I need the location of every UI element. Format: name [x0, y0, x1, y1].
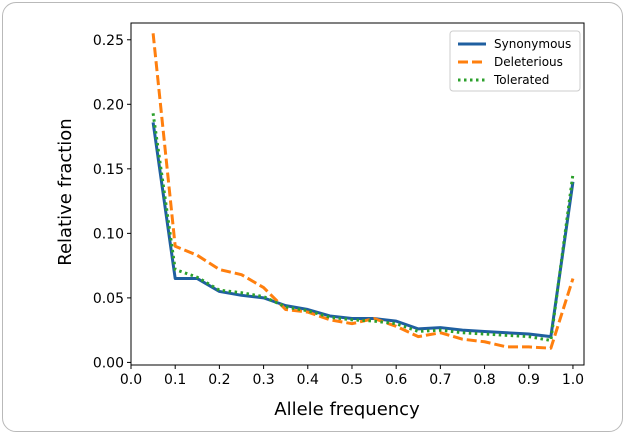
x-tick-label: 0.7: [429, 372, 451, 388]
plot-area: 0.0 0.1 0.2 0.3 0.4 0.5 0.6 0.7 0.8 0.9 1.0 0.00 0.0…: [93, 22, 585, 388]
y-tick-label: 0.00: [93, 355, 124, 371]
data-point-tolerated: [196, 276, 199, 279]
data-point-tolerated: [417, 330, 420, 333]
y-tick-label: 0.15: [93, 162, 124, 178]
x-tick-label: 0.3: [252, 372, 274, 388]
x-tick-label: 0.9: [518, 372, 540, 388]
data-point-deleterious: [417, 335, 420, 338]
data-point-tolerated: [395, 322, 398, 325]
data-point-tolerated: [152, 112, 155, 115]
data-point-synonymous: [483, 330, 486, 333]
legend-label-deleterious: Deleterious: [494, 55, 563, 69]
line-chart: 0.0 0.1 0.2 0.3 0.4 0.5 0.6 0.7 0.8 0.9 1.0 0.00 0.0…: [55, 22, 585, 420]
data-point-deleterious: [373, 317, 376, 320]
data-point-tolerated: [262, 295, 265, 298]
data-point-tolerated: [240, 291, 243, 294]
data-point-tolerated: [461, 331, 464, 334]
data-point-tolerated: [373, 320, 376, 323]
data-point-tolerated: [174, 268, 177, 271]
data-point-deleterious: [328, 318, 331, 321]
data-point-deleterious: [174, 245, 177, 248]
data-point-synonymous: [174, 277, 177, 280]
data-point-tolerated: [571, 172, 574, 175]
data-point-deleterious: [152, 32, 155, 35]
x-axis-title: Allele frequency: [274, 399, 420, 420]
data-point-tolerated: [218, 289, 221, 292]
data-point-deleterious: [505, 345, 508, 348]
data-point-deleterious: [461, 338, 464, 341]
data-point-synonymous: [439, 326, 442, 329]
data-point-deleterious: [483, 340, 486, 343]
legend-box: [449, 30, 581, 92]
x-tick-label: 1.0: [562, 372, 584, 388]
data-point-deleterious: [527, 345, 530, 348]
y-tick-label: 0.05: [93, 291, 124, 307]
data-point-synonymous: [395, 320, 398, 323]
x-tick-label: 0.1: [164, 372, 186, 388]
data-point-deleterious: [240, 273, 243, 276]
data-point-tolerated: [350, 318, 353, 321]
data-point-deleterious: [218, 268, 221, 271]
y-tick-label: 0.20: [93, 97, 124, 113]
data-point-tolerated: [483, 333, 486, 336]
data-point-synonymous: [527, 333, 530, 336]
data-point-synonymous: [461, 329, 464, 332]
legend-label-synonymous: Synonymous: [494, 37, 571, 51]
series-line-tolerated: [151, 113, 575, 342]
data-point-tolerated: [549, 339, 552, 342]
x-tick-label: 0.8: [473, 372, 495, 388]
data-point-tolerated: [284, 305, 287, 308]
data-point-tolerated: [439, 329, 442, 332]
data-point-deleterious: [571, 277, 574, 280]
data-point-deleterious: [549, 347, 552, 350]
y-axis-title: Relative fraction: [55, 118, 76, 265]
x-tick-label: 0.4: [297, 372, 319, 388]
x-tick-label: 0.2: [208, 372, 230, 388]
x-tick-label: 0.5: [341, 372, 363, 388]
data-point-tolerated: [527, 335, 530, 338]
legend: Synonymous Deleterious Tolerated: [449, 30, 581, 92]
data-point-tolerated: [328, 316, 331, 319]
data-point-deleterious: [262, 286, 265, 289]
y-tick-label: 0.10: [93, 226, 124, 242]
y-tick-label: 0.25: [93, 33, 124, 49]
data-point-deleterious: [395, 325, 398, 328]
data-point-tolerated: [505, 334, 508, 337]
x-tick-label: 0.0: [120, 372, 142, 388]
plot-frame: [130, 22, 585, 366]
x-tick-label: 0.6: [385, 372, 407, 388]
legend-label-tolerated: Tolerated: [493, 73, 549, 87]
data-point-tolerated: [306, 309, 309, 312]
data-point-deleterious: [350, 322, 353, 325]
series-line-synonymous: [151, 122, 575, 339]
data-point-deleterious: [196, 254, 199, 257]
